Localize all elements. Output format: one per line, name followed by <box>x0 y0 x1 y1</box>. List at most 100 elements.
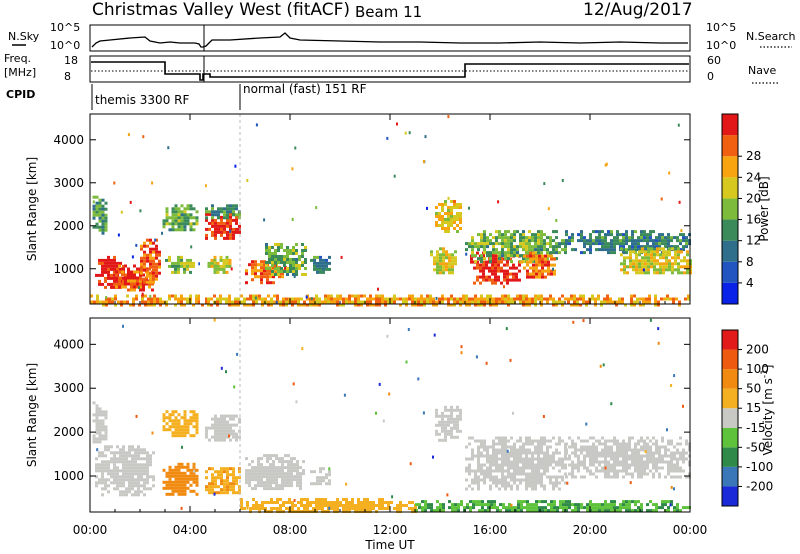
data-cell <box>595 469 598 473</box>
data-cell <box>479 266 482 270</box>
data-cell <box>537 478 540 482</box>
data-cell <box>98 261 101 265</box>
data-cell <box>601 454 604 458</box>
data-cell <box>269 454 272 458</box>
data-cell <box>381 501 384 504</box>
data-cell <box>528 442 531 446</box>
data-cell <box>450 435 453 439</box>
data-cell <box>101 493 104 497</box>
data-cell <box>363 498 366 501</box>
data-cell <box>327 501 330 504</box>
data-cell <box>220 482 223 486</box>
data-cell <box>623 265 626 269</box>
data-cell <box>180 431 184 435</box>
data-cell <box>553 257 556 261</box>
data-cell <box>378 297 381 301</box>
data-cell <box>634 242 637 246</box>
data-cell <box>287 472 290 476</box>
data-cell <box>484 503 487 507</box>
data-cell <box>183 483 187 487</box>
data-cell <box>492 300 495 304</box>
data-cell <box>245 472 248 476</box>
data-cell <box>260 478 263 482</box>
data-cell <box>158 250 161 254</box>
data-cell <box>477 448 480 452</box>
data-cell <box>296 481 299 485</box>
data-cell <box>580 448 583 452</box>
data-cell <box>226 435 229 439</box>
data-cell <box>495 236 498 240</box>
data-cell <box>658 475 661 479</box>
data-speckle <box>229 229 232 233</box>
data-cell <box>252 303 255 307</box>
data-cell <box>313 267 316 271</box>
data-cell <box>248 475 251 479</box>
data-cell <box>598 242 601 246</box>
data-cell <box>591 297 594 301</box>
data-cell <box>339 303 342 307</box>
data-cell <box>249 294 252 298</box>
data-cell <box>436 250 439 254</box>
data-cell <box>474 469 477 473</box>
data-speckle <box>377 287 379 291</box>
data-cell <box>124 276 127 280</box>
data-cell <box>637 472 640 476</box>
data-cell <box>668 253 671 257</box>
data-cell <box>231 303 234 307</box>
data-cell <box>101 264 104 268</box>
data-cell <box>180 471 184 475</box>
data-cell <box>677 250 680 254</box>
data-cell <box>101 228 105 232</box>
data-cell <box>220 423 223 427</box>
data-cell <box>272 472 275 476</box>
data-cell <box>485 275 488 279</box>
data-cell <box>183 210 187 214</box>
data-cell <box>646 245 649 249</box>
data-cell <box>644 250 647 254</box>
data-cell <box>232 204 235 208</box>
data-cell <box>348 294 351 298</box>
data-speckle <box>393 174 396 178</box>
data-cell <box>143 466 146 470</box>
data-cell <box>189 264 192 268</box>
data-cell <box>252 300 255 304</box>
data-cell <box>456 230 459 233</box>
data-cell <box>632 262 635 266</box>
data-cell <box>444 438 447 442</box>
data-cell <box>544 269 547 273</box>
data-cell <box>441 429 444 433</box>
data-cell <box>140 475 143 479</box>
data-cell <box>607 439 610 443</box>
data-cell <box>565 509 568 513</box>
data-cell <box>646 445 649 449</box>
data-cell <box>519 439 522 443</box>
data-cell <box>610 463 613 467</box>
data-cell <box>450 218 453 221</box>
data-cell <box>622 469 625 473</box>
data-speckle <box>129 200 132 204</box>
data-cell <box>492 451 495 455</box>
data-cell <box>278 457 281 461</box>
data-cell <box>513 460 516 464</box>
nave-label: Nave <box>748 64 776 77</box>
data-cell <box>664 239 667 243</box>
data-cell <box>519 472 522 476</box>
data-cell <box>171 480 175 484</box>
data-cell <box>284 478 287 482</box>
data-speckle <box>340 255 343 259</box>
data-cell <box>628 500 631 504</box>
data-cell <box>459 203 462 206</box>
data-cell <box>275 484 278 488</box>
data-cell <box>95 425 99 429</box>
data-cell <box>595 236 598 240</box>
data-cell <box>265 264 268 267</box>
data-cell <box>444 221 447 224</box>
data-speckle <box>604 163 607 167</box>
data-cell <box>476 263 479 267</box>
data-cell <box>646 236 649 240</box>
data-cell <box>445 250 448 254</box>
data-cell <box>228 297 231 301</box>
data-cell <box>462 297 465 301</box>
data-cell <box>133 288 136 292</box>
